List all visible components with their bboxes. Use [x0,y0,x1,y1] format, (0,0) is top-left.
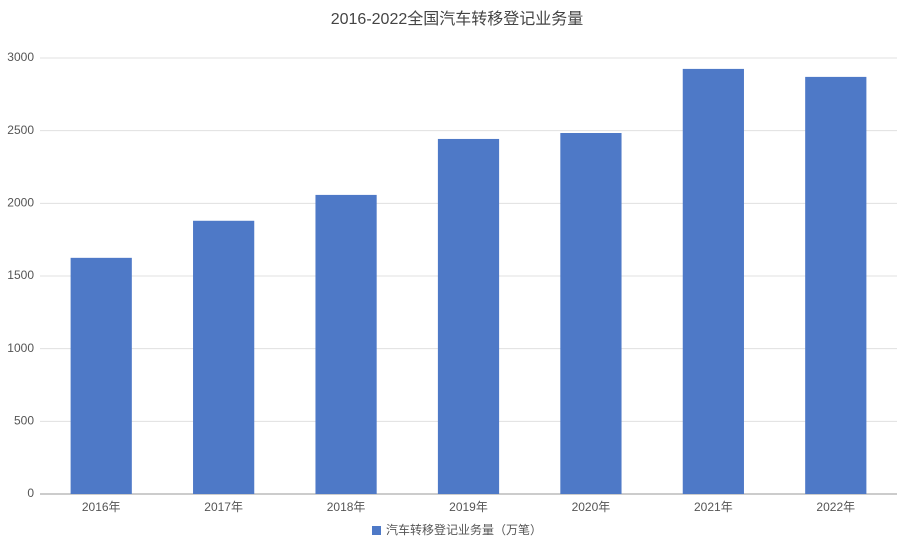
bar [193,220,255,495]
chart-title: 2016-2022全国汽车转移登记业务量 [331,10,584,28]
x-tick-label: 2022年 [816,500,855,514]
x-tick-label: 2021年 [694,500,733,514]
x-tick-label: 2018年 [327,500,366,514]
y-tick-label: 1500 [7,268,34,282]
bar [682,68,744,495]
y-tick-label: 2500 [7,123,34,137]
bar [437,138,500,494]
y-tick-label: 500 [14,414,34,428]
x-tick-label: 2020年 [572,500,611,514]
y-tick-label: 2000 [7,196,34,210]
y-tick-label: 0 [27,486,34,500]
legend-label: 汽车转移登记业务量（万笔） [386,522,542,537]
x-tick-label: 2019年 [449,500,488,514]
x-tick-label: 2017年 [204,500,243,514]
bar [315,194,377,495]
y-tick-label: 1000 [7,341,34,355]
y-tick-label: 3000 [7,50,34,64]
bar [560,132,622,494]
bar [805,76,867,494]
legend-swatch [372,526,381,535]
x-tick-label: 2016年 [82,500,121,514]
bar [70,257,132,494]
